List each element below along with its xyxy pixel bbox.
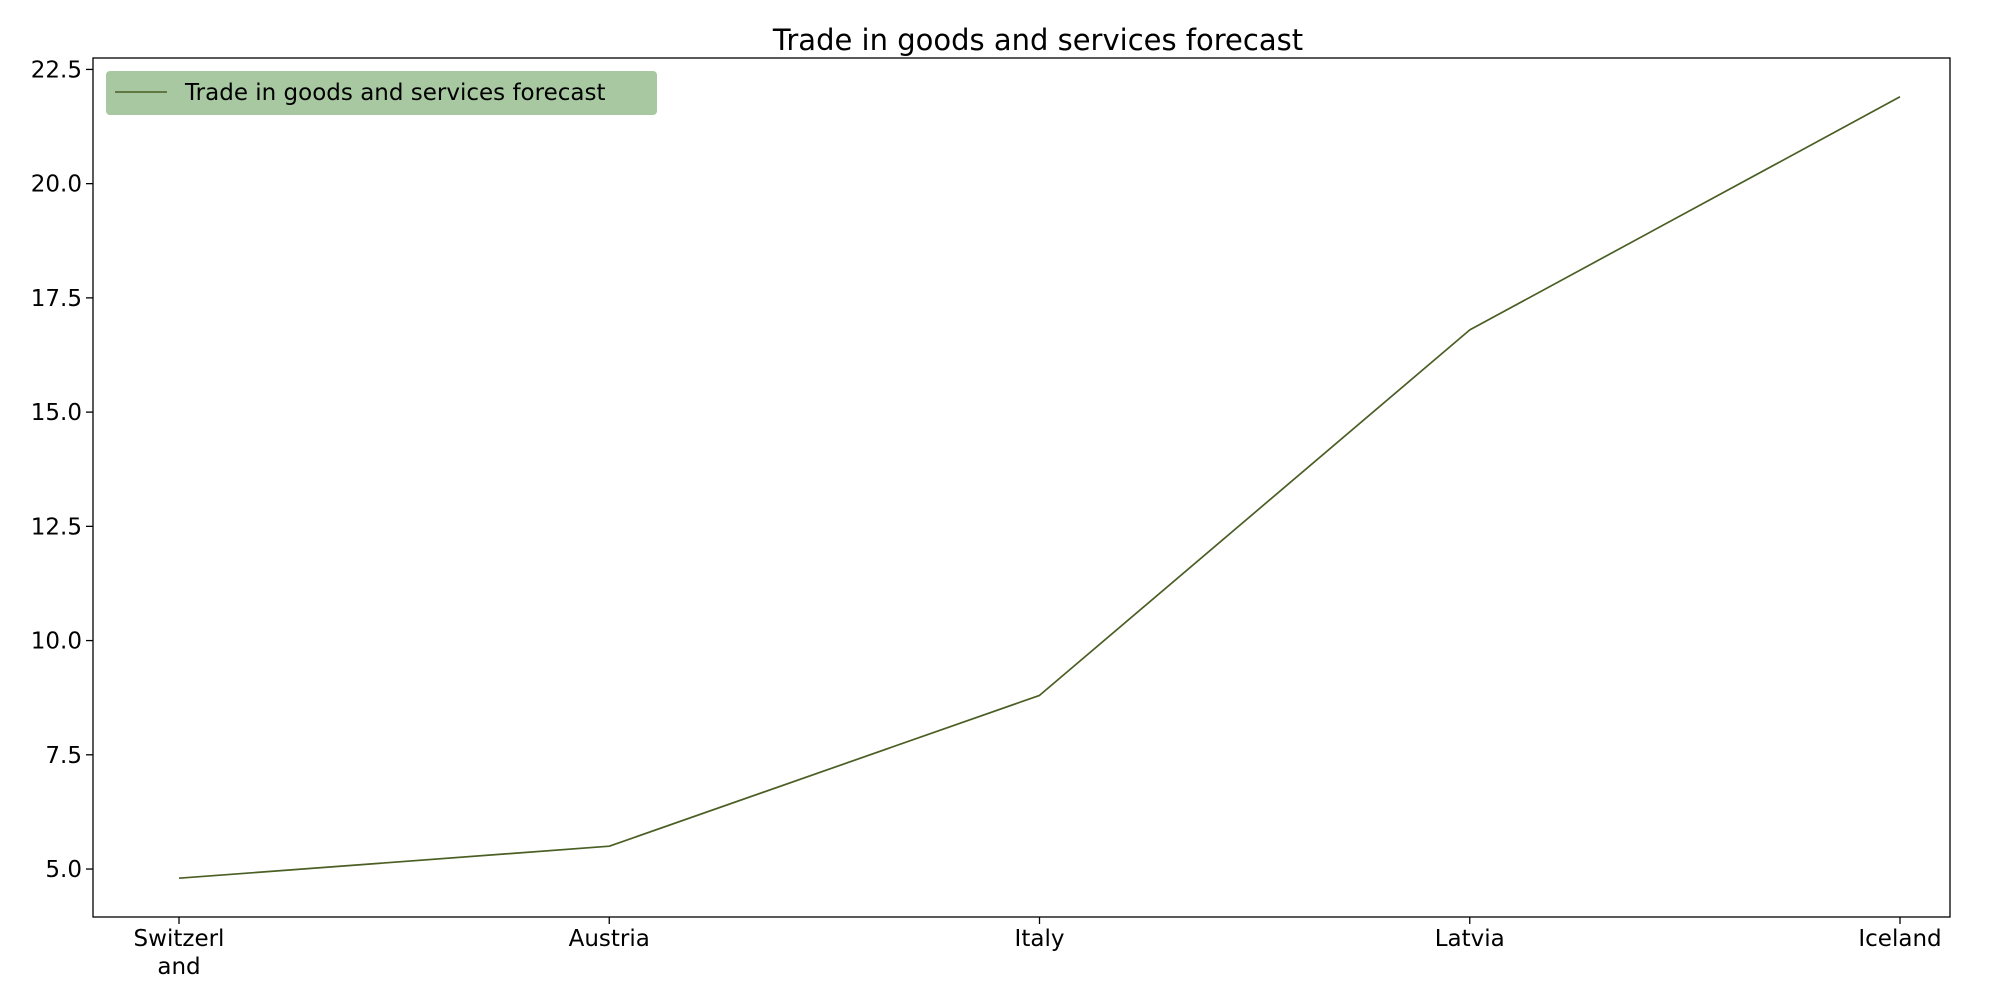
y-tick-label: 17.5 [31, 286, 82, 312]
legend: Trade in goods and services forecast [106, 71, 657, 115]
x-tick-label: Iceland [1858, 926, 1941, 952]
series-line [179, 97, 1900, 878]
series-layer [179, 97, 1900, 878]
legend-label: Trade in goods and services forecast [184, 80, 605, 106]
y-axis: 5.0 7.5 10.0 12.5 15.0 17.5 20.0 22.5 [31, 57, 93, 883]
y-tick-label: 20.0 [31, 172, 82, 198]
y-tick-label: 7.5 [45, 743, 82, 769]
x-tick-label: Latvia [1435, 926, 1505, 952]
plot-area-frame [93, 58, 1950, 917]
x-tick-label: Austria [569, 926, 650, 952]
y-tick-label: 5.0 [45, 857, 82, 883]
x-tick-label: Italy [1015, 926, 1065, 952]
chart-title: Trade in goods and services forecast [772, 23, 1303, 57]
y-tick-label: 15.0 [31, 400, 82, 426]
y-tick-label: 10.0 [31, 629, 82, 655]
y-tick-label: 12.5 [31, 514, 82, 540]
y-tick-label: 22.5 [31, 57, 82, 83]
